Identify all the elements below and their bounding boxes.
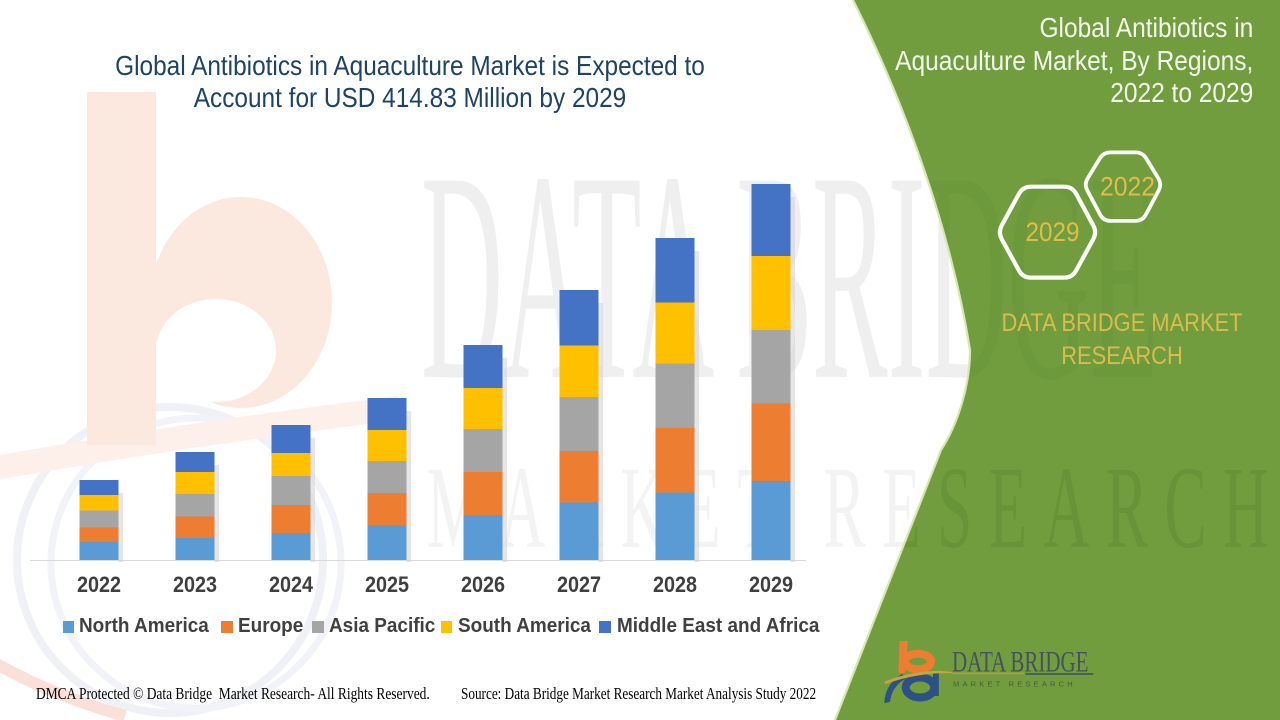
- svg-text:2022: 2022: [1100, 172, 1155, 202]
- svg-text:2029: 2029: [1026, 217, 1080, 247]
- svg-text:MARKET RESEARCH: MARKET RESEARCH: [953, 680, 1076, 689]
